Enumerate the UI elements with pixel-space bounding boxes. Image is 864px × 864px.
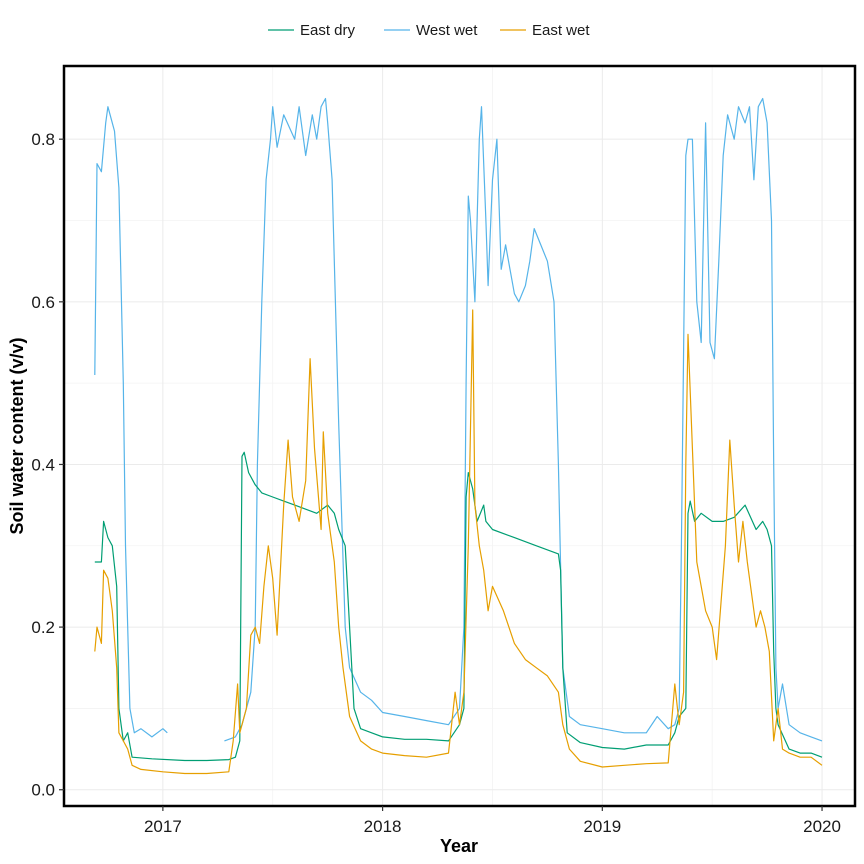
legend: East dry West wet East wet [268, 22, 590, 39]
y-tick-label: 0.8 [31, 130, 55, 149]
y-axis: 0.0 0.2 0.4 0.6 0.8 [31, 130, 64, 800]
plot-panel-border [62, 64, 857, 808]
x-tick-label: 2017 [144, 817, 182, 836]
legend-label-east-wet: East wet [532, 22, 590, 39]
x-tick-label: 2019 [583, 817, 621, 836]
series-line-east-dry [94, 451, 823, 762]
series-line-east-wet [94, 309, 823, 775]
gridlines [64, 66, 855, 806]
y-tick-label: 0.4 [31, 455, 55, 474]
y-tick-label: 0.6 [31, 293, 55, 312]
legend-label-west-wet: West wet [416, 22, 478, 39]
legend-label-east-dry: East dry [300, 22, 356, 39]
series-line-west-wet [94, 97, 823, 742]
y-tick-label: 0.0 [31, 781, 55, 800]
y-axis-title: Soil water content (v/v) [7, 337, 27, 534]
y-tick-label: 0.2 [31, 618, 55, 637]
x-axis: 2017 2018 2019 2020 [144, 806, 841, 836]
x-tick-label: 2020 [803, 817, 841, 836]
x-tick-label: 2018 [364, 817, 402, 836]
series-layer [94, 97, 823, 775]
x-axis-title: Year [440, 836, 478, 856]
